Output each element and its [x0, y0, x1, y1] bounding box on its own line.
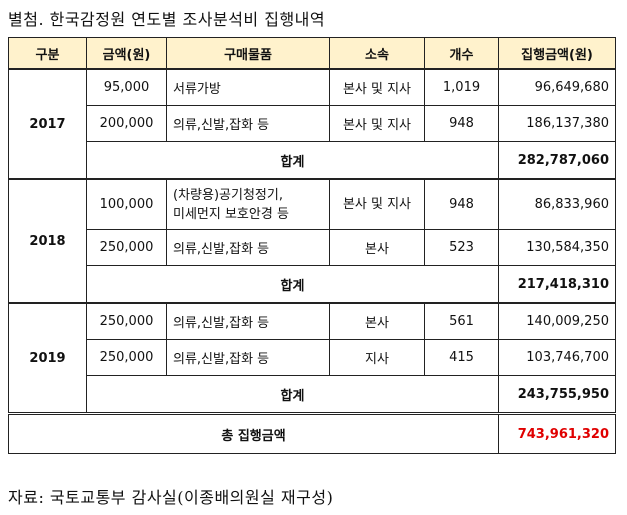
item-cell: 의류,신발,잡화 등	[166, 339, 330, 376]
amount-cell: 86,833,960	[498, 178, 616, 230]
document-title: 별첨. 한국감정원 연도별 조사분석비 집행내역	[8, 10, 326, 29]
subtotal-label: 합계	[86, 141, 499, 180]
amount-cell: 186,137,380	[498, 105, 616, 142]
header-category: 구분	[8, 37, 87, 70]
table-row: 250,000 의류,신발,잡화 등 본사 523 130,584,350	[9, 229, 616, 266]
item-line-2: 미세먼지 보호안경 등	[173, 206, 289, 222]
header-item: 구매물품	[166, 37, 330, 70]
item-cell: 의류,신발,잡화 등	[166, 302, 330, 340]
price-cell: 100,000	[86, 178, 167, 230]
count-cell: 1,019	[424, 68, 499, 106]
table-header-row: 구분 금액(원) 구매물품 소속 개수 집행금액(원)	[8, 37, 616, 70]
table-row: 2017 95,000 서류가방 본사 및 지사 1,019 96,649,68…	[8, 68, 616, 180]
header-amount: 집행금액(원)	[498, 37, 616, 70]
subtotal-label: 합계	[86, 375, 499, 414]
grand-total-value: 743,961,320	[498, 412, 616, 454]
dept-cell: 본사 및 지사	[329, 178, 425, 230]
subtotal-value: 282,787,060	[498, 141, 616, 180]
price-cell: 250,000	[86, 229, 167, 266]
table-row: 2019 250,000 의류,신발,잡화 등 본사 561 140,009,2…	[8, 302, 616, 414]
source-note: 자료: 국토교통부 감사실(이종배의원실 재구성)	[8, 488, 334, 507]
subtotal-value: 217,418,310	[498, 265, 616, 304]
dept-cell: 본사	[329, 229, 425, 266]
year-cell-2017: 2017	[8, 68, 87, 180]
subtotal-row: 합계 282,787,060	[9, 141, 616, 180]
count-cell: 948	[424, 178, 499, 230]
header-count: 개수	[424, 37, 499, 70]
price-cell: 95,000	[86, 68, 167, 106]
header-dept: 소속	[329, 37, 425, 70]
item-cell: (차량용)공기청정기, 미세먼지 보호안경 등	[166, 178, 330, 230]
price-cell: 250,000	[86, 339, 167, 376]
amount-cell: 130,584,350	[498, 229, 616, 266]
item-cell: 의류,신발,잡화 등	[166, 105, 330, 142]
count-cell: 561	[424, 302, 499, 340]
dept-cell: 본사 및 지사	[329, 105, 425, 142]
grand-total-row: 총 집행금액 743,961,320	[8, 412, 616, 454]
subtotal-value: 243,755,950	[498, 375, 616, 414]
count-cell: 523	[424, 229, 499, 266]
table-row: 250,000 의류,신발,잡화 등 지사 415 103,746,700	[9, 339, 616, 376]
dept-cell: 본사 및 지사	[329, 68, 425, 106]
count-cell: 948	[424, 105, 499, 142]
dept-cell: 본사	[329, 302, 425, 340]
table-row: 200,000 의류,신발,잡화 등 본사 및 지사 948 186,137,3…	[9, 105, 616, 142]
item-line-1: (차량용)공기청정기,	[173, 187, 283, 203]
amount-cell: 140,009,250	[498, 302, 616, 340]
header-price: 금액(원)	[86, 37, 167, 70]
subtotal-row: 합계 243,755,950	[9, 375, 616, 414]
subtotal-label: 합계	[86, 265, 499, 304]
amount-cell: 96,649,680	[498, 68, 616, 106]
dept-cell: 지사	[329, 339, 425, 376]
subtotal-row: 합계 217,418,310	[9, 265, 616, 304]
price-cell: 250,000	[86, 302, 167, 340]
table-row: 2018 100,000 (차량용)공기청정기, 미세먼지 보호안경 등 본사 …	[8, 178, 616, 304]
item-cell: 의류,신발,잡화 등	[166, 229, 330, 266]
year-cell-2018: 2018	[8, 178, 87, 304]
count-cell: 415	[424, 339, 499, 376]
item-cell: 서류가방	[166, 68, 330, 106]
year-cell-2019: 2019	[8, 302, 87, 414]
amount-cell: 103,746,700	[498, 339, 616, 376]
expense-table: 구분 금액(원) 구매물품 소속 개수 집행금액(원) 2017 95,000 …	[8, 37, 616, 454]
price-cell: 200,000	[86, 105, 167, 142]
grand-total-label: 총 집행금액	[8, 412, 499, 454]
